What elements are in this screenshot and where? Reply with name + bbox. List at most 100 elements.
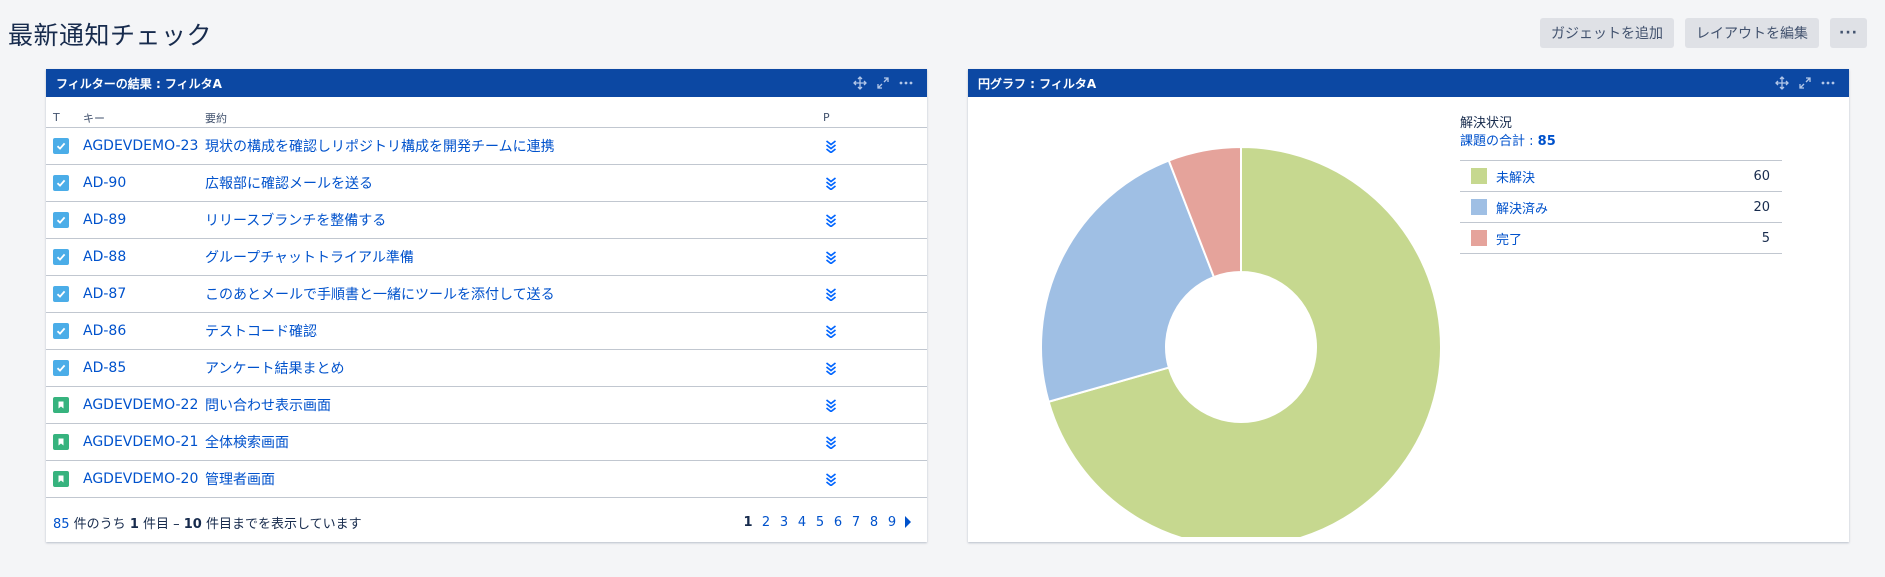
issue-summary[interactable]: グループチャットトライアル準備: [205, 238, 823, 276]
page-link-5[interactable]: 5: [815, 514, 825, 530]
table-row[interactable]: AD-86 テストコード確認: [46, 312, 927, 350]
priority-cell: [823, 460, 927, 498]
col-priority[interactable]: P: [823, 97, 927, 128]
legend-value: 60: [1680, 160, 1782, 192]
page-link-4[interactable]: 4: [797, 514, 807, 530]
add-gadget-button[interactable]: ガジェットを追加: [1540, 18, 1674, 48]
priority-cell: [823, 164, 927, 202]
page-link-8[interactable]: 8: [869, 514, 879, 530]
task-type-icon[interactable]: [53, 322, 69, 339]
move-icon[interactable]: [853, 76, 867, 90]
col-summary[interactable]: 要約: [205, 97, 823, 128]
col-type[interactable]: T: [46, 97, 83, 128]
from-count: 1: [129, 516, 139, 532]
type-cell: [46, 164, 83, 202]
task-type-icon[interactable]: [53, 285, 69, 302]
edit-layout-button[interactable]: レイアウトを編集: [1685, 18, 1819, 48]
page-link-2[interactable]: 2: [761, 514, 771, 530]
priority-lowest-icon: [823, 213, 927, 227]
task-type-icon[interactable]: [53, 248, 69, 265]
issue-total: 課題の合計 : 85: [1460, 133, 1782, 151]
table-row[interactable]: AD-89 リリースブランチを整備する: [46, 201, 927, 239]
issue-key[interactable]: AD-86: [83, 312, 205, 350]
move-icon[interactable]: [1775, 76, 1789, 90]
legend-label[interactable]: 未解決: [1496, 160, 1681, 192]
issue-summary[interactable]: 現状の構成を確認しリポジトリ構成を開発チームに連携: [205, 127, 823, 165]
legend-row[interactable]: 完了 5: [1460, 222, 1782, 254]
issue-key[interactable]: AD-88: [83, 238, 205, 276]
expand-icon[interactable]: [876, 76, 890, 90]
legend-label[interactable]: 解決済み: [1496, 191, 1681, 223]
pie-slice-1[interactable]: [1047, 145, 1442, 537]
gadget-title: フィルターの結果 : フィルタA: [56, 76, 222, 91]
issue-summary[interactable]: 管理者画面: [205, 460, 823, 498]
gadget-menu-icon[interactable]: [899, 76, 913, 90]
pie-slice-3[interactable]: [1167, 145, 1242, 279]
table-row[interactable]: AGDEVDEMO-22 問い合わせ表示画面: [46, 386, 927, 424]
table-row[interactable]: AD-87 このあとメールで手順書と一緒にツールを添付して送る: [46, 275, 927, 313]
gadget-menu-icon[interactable]: [1821, 76, 1835, 90]
issue-summary[interactable]: リリースブランチを整備する: [205, 201, 823, 239]
table-row[interactable]: AD-90 広報部に確認メールを送る: [46, 164, 927, 202]
page-title: 最新通知チェック: [8, 21, 213, 50]
page-link-1[interactable]: 1: [743, 514, 753, 530]
issue-summary[interactable]: テストコード確認: [205, 312, 823, 350]
page-link-7[interactable]: 7: [851, 514, 861, 530]
page-link-9[interactable]: 9: [887, 514, 897, 530]
priority-cell: [823, 386, 927, 424]
page-link-6[interactable]: 6: [833, 514, 843, 530]
legend-swatch-cell: [1460, 222, 1496, 254]
task-type-icon[interactable]: [53, 137, 69, 154]
gadget-title: 円グラフ : フィルタA: [978, 76, 1097, 91]
issue-summary[interactable]: アンケート結果まとめ: [205, 349, 823, 387]
type-cell: [46, 423, 83, 461]
issue-summary[interactable]: 広報部に確認メールを送る: [205, 164, 823, 202]
total-label: 課題の合計 :: [1460, 134, 1538, 149]
priority-cell: [823, 201, 927, 239]
pie-slice-2[interactable]: [1040, 159, 1216, 403]
type-cell: [46, 275, 83, 313]
table-row[interactable]: AGDEVDEMO-20 管理者画面: [46, 460, 927, 498]
story-type-icon[interactable]: [53, 433, 69, 450]
issue-key[interactable]: AD-90: [83, 164, 205, 202]
donut-chart: [1040, 145, 1442, 537]
legend-row[interactable]: 未解決 60: [1460, 160, 1782, 192]
table-row[interactable]: AD-85 アンケート結果まとめ: [46, 349, 927, 387]
legend-label[interactable]: 完了: [1496, 222, 1681, 254]
issue-key[interactable]: AGDEVDEMO-23: [83, 127, 205, 165]
footer-text: 件目までを表示しています: [201, 516, 362, 532]
type-cell: [46, 460, 83, 498]
page-link-3[interactable]: 3: [779, 514, 789, 530]
table-row[interactable]: AD-88 グループチャットトライアル準備: [46, 238, 927, 276]
priority-lowest-icon: [823, 361, 927, 375]
table-row[interactable]: AGDEVDEMO-23 現状の構成を確認しリポジトリ構成を開発チームに連携: [46, 127, 927, 165]
table-row[interactable]: AGDEVDEMO-21 全体検索画面: [46, 423, 927, 461]
legend-row[interactable]: 解決済み 20: [1460, 191, 1782, 223]
story-type-icon[interactable]: [53, 396, 69, 413]
results-count: 85 件のうち 1 件目 – 10 件目までを表示しています: [53, 513, 362, 532]
gadget-tools: [1775, 69, 1835, 97]
total-count[interactable]: 85: [53, 516, 70, 532]
task-type-icon[interactable]: [53, 359, 69, 376]
col-key[interactable]: キー: [83, 97, 205, 128]
issue-key[interactable]: AD-87: [83, 275, 205, 313]
issue-summary[interactable]: 問い合わせ表示画面: [205, 386, 823, 424]
more-actions-button[interactable]: ···: [1830, 18, 1867, 48]
next-page-icon[interactable]: [905, 516, 911, 528]
legend-swatch: [1471, 230, 1487, 246]
issue-summary[interactable]: 全体検索画面: [205, 423, 823, 461]
issue-key[interactable]: AD-85: [83, 349, 205, 387]
expand-icon[interactable]: [1798, 76, 1812, 90]
issue-key[interactable]: AGDEVDEMO-21: [83, 423, 205, 461]
task-type-icon[interactable]: [53, 174, 69, 191]
story-type-icon[interactable]: [53, 470, 69, 487]
legend-swatch-cell: [1460, 191, 1496, 223]
priority-cell: [823, 349, 927, 387]
issue-key[interactable]: AD-89: [83, 201, 205, 239]
total-value: 85: [1537, 134, 1556, 149]
issue-key[interactable]: AGDEVDEMO-22: [83, 386, 205, 424]
issue-key[interactable]: AGDEVDEMO-20: [83, 460, 205, 498]
task-type-icon[interactable]: [53, 211, 69, 228]
issue-summary[interactable]: このあとメールで手順書と一緒にツールを添付して送る: [205, 275, 823, 313]
